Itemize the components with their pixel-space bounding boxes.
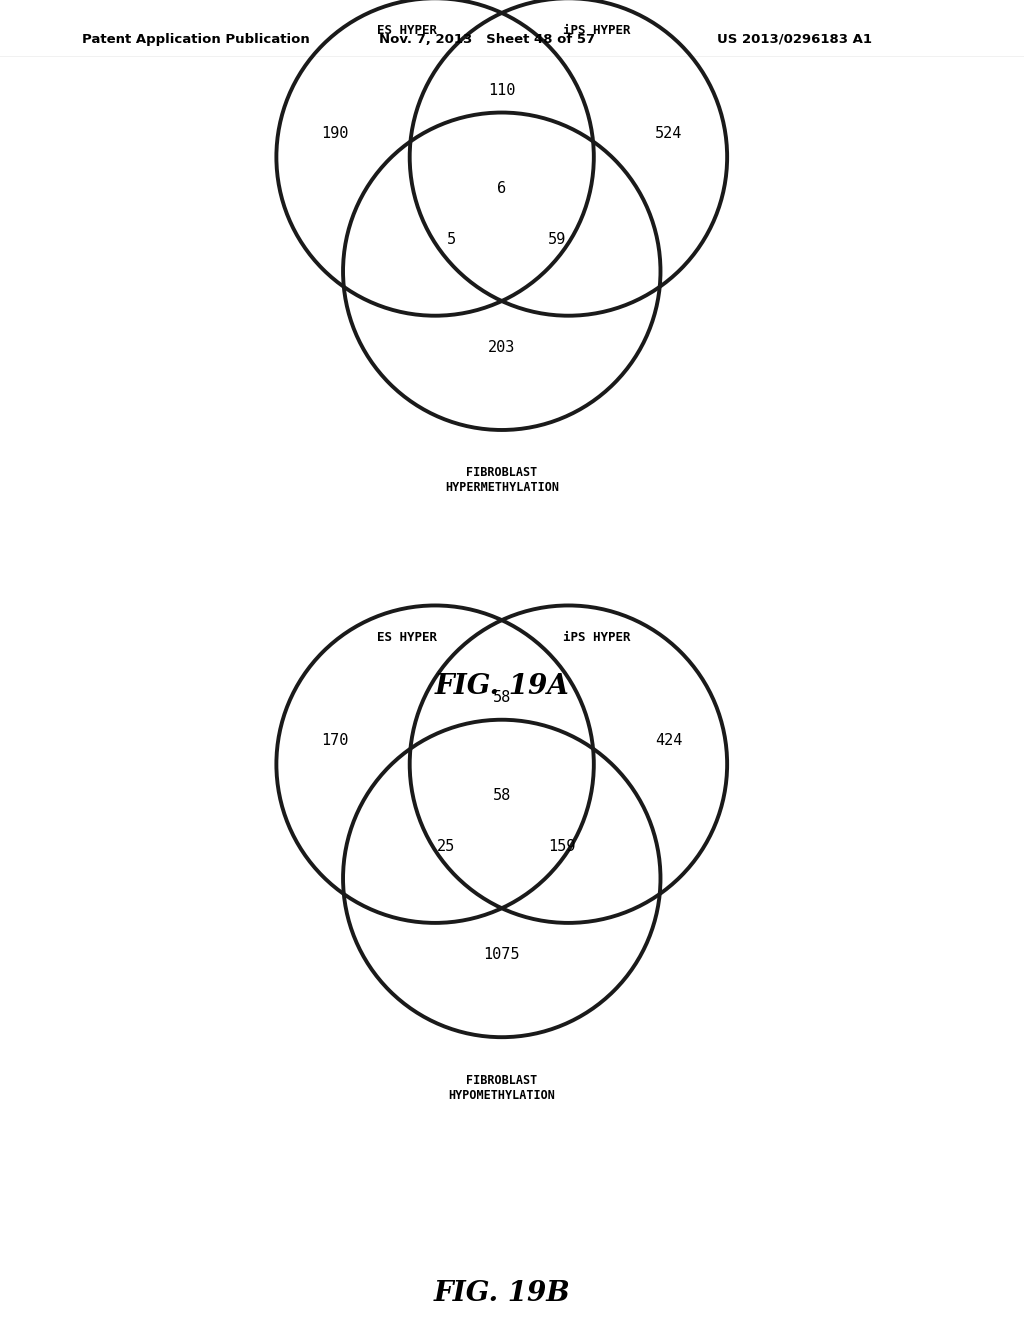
- Text: 5: 5: [446, 232, 456, 247]
- Text: FIG. 19A: FIG. 19A: [434, 673, 569, 700]
- Text: ES HYPER: ES HYPER: [377, 24, 436, 37]
- Text: US 2013/0296183 A1: US 2013/0296183 A1: [717, 33, 871, 46]
- Text: 6: 6: [498, 181, 506, 197]
- Text: FIG. 19B: FIG. 19B: [433, 1280, 570, 1307]
- Text: iPS HYPER: iPS HYPER: [563, 631, 631, 644]
- Text: ES HYPER: ES HYPER: [377, 631, 436, 644]
- Text: FIBROBLAST
HYPOMETHYLATION: FIBROBLAST HYPOMETHYLATION: [449, 1073, 555, 1102]
- Text: 58: 58: [493, 690, 511, 705]
- Text: Patent Application Publication: Patent Application Publication: [82, 33, 309, 46]
- Text: Nov. 7, 2013   Sheet 48 of 57: Nov. 7, 2013 Sheet 48 of 57: [379, 33, 595, 46]
- Text: 58: 58: [493, 788, 511, 804]
- Text: 59: 59: [548, 232, 566, 247]
- Text: 170: 170: [322, 733, 349, 748]
- Text: 25: 25: [437, 840, 456, 854]
- Text: 1075: 1075: [483, 948, 520, 962]
- Text: 159: 159: [549, 840, 575, 854]
- Text: 424: 424: [654, 733, 682, 748]
- Text: iPS HYPER: iPS HYPER: [563, 24, 631, 37]
- Text: 524: 524: [654, 125, 682, 141]
- Text: 190: 190: [322, 125, 349, 141]
- Text: 110: 110: [488, 83, 515, 98]
- Text: FIBROBLAST
HYPERMETHYLATION: FIBROBLAST HYPERMETHYLATION: [444, 466, 559, 495]
- Text: 203: 203: [488, 341, 515, 355]
